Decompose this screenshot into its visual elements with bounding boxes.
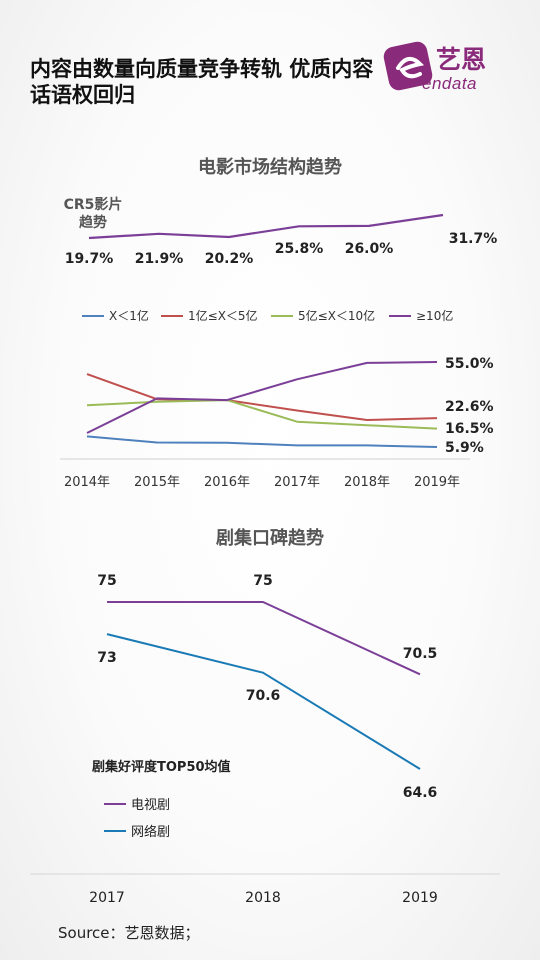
legend-label: 1亿≤X＜5亿	[188, 308, 258, 323]
tier-line	[86, 399, 438, 430]
tv-data-label: 75	[97, 573, 116, 589]
tier-line	[86, 373, 438, 421]
legend-label: X＜1亿	[109, 308, 149, 323]
cr5-line	[88, 213, 444, 240]
tier-line	[86, 361, 438, 434]
page-title: 内容由数量向质量竞争转轨 优质内容话语权回归	[30, 57, 374, 107]
x-tick-label: 2017年	[274, 475, 320, 490]
cr5-data-label: 19.7%	[65, 251, 114, 267]
endata-logo	[383, 41, 433, 91]
x-tick-label: 2015年	[134, 475, 180, 490]
logo-text: 艺恩	[436, 45, 487, 74]
tier-end-label: 22.6%	[445, 399, 494, 415]
drama-section-title: 剧集口碑趋势	[216, 528, 324, 549]
x-tick-label: 2014年	[64, 475, 110, 490]
drama-x-tick: 2019	[402, 890, 438, 906]
x-tick-label: 2016年	[204, 475, 250, 490]
tv-data-label: 70.5	[403, 646, 438, 662]
cr5-data-label: 21.9%	[135, 251, 184, 267]
web-data-label: 70.6	[246, 688, 281, 704]
cr5-data-label: 26.0%	[345, 241, 394, 257]
cr5-data-label: 25.8%	[275, 241, 324, 257]
film-section-title: 电影市场结构趋势	[198, 157, 342, 178]
drama-x-tick: 2018	[245, 890, 281, 906]
tier-line	[86, 435, 438, 448]
endata-logo-mark	[383, 41, 433, 91]
drama-legend-label: 网络剧	[131, 824, 170, 840]
legend-label: 5亿≤X＜10亿	[298, 308, 375, 323]
cr5-data-label: 20.2%	[205, 251, 254, 267]
web-data-label: 73	[97, 650, 116, 666]
tier-end-label: 55.0%	[445, 356, 494, 372]
x-tick-label: 2018年	[344, 475, 390, 490]
web-data-label: 64.6	[403, 785, 438, 801]
tier-end-label: 5.9%	[445, 440, 484, 456]
drama-subtitle: 剧集好评度TOP50均值	[92, 759, 231, 775]
cr5-label: CR5影片趋势	[63, 197, 123, 231]
x-tick-label: 2019年	[414, 475, 460, 490]
legend-label: ≥10亿	[416, 308, 453, 323]
tier-end-label: 16.5%	[445, 421, 494, 437]
logo-subtext: endata	[422, 74, 477, 93]
drama-line	[107, 601, 421, 676]
source-note: Source：艺恩数据；	[58, 924, 200, 942]
drama-line	[106, 633, 421, 770]
drama-legend-label: 电视剧	[131, 798, 170, 813]
drama-x-tick: 2017	[89, 890, 125, 906]
cr5-data-label: 31.7%	[449, 231, 498, 247]
tv-data-label: 75	[253, 573, 272, 589]
